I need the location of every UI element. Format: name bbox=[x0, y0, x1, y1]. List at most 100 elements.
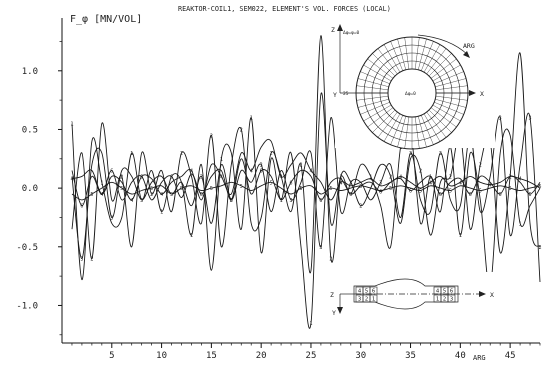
series-marker-5: 5 bbox=[299, 186, 302, 192]
coil-segment bbox=[423, 44, 441, 73]
series-marker-2: 2 bbox=[329, 257, 332, 263]
coil-segment bbox=[360, 71, 390, 85]
inset-coil-schematic: Z Y X 4 5 63 2 14 5 61 2 3 bbox=[330, 272, 502, 317]
inset2-y-label: Y bbox=[332, 309, 336, 317]
series-marker-1: 1 bbox=[190, 233, 193, 239]
coil-cell-number: 4 bbox=[358, 289, 362, 295]
series-marker-2: 2 bbox=[389, 174, 392, 180]
coil-segment bbox=[435, 78, 467, 87]
coil-segment bbox=[420, 115, 434, 145]
coil-segment bbox=[428, 109, 452, 133]
series-line-4 bbox=[71, 138, 541, 201]
inset2-x-arrow bbox=[479, 291, 486, 297]
coil-segment bbox=[363, 104, 392, 122]
series-marker-2: 2 bbox=[299, 163, 302, 169]
series-marker-2: 2 bbox=[240, 127, 243, 133]
coil-cell-number: 5 bbox=[365, 289, 368, 295]
series-marker-4: 4 bbox=[280, 174, 283, 180]
series-marker-2: 2 bbox=[359, 204, 362, 210]
x-tick-label: 45 bbox=[505, 351, 516, 361]
series-marker-3: 3 bbox=[349, 180, 352, 186]
series-marker-4: 4 bbox=[190, 169, 193, 175]
series-marker-2: 2 bbox=[180, 151, 183, 157]
coil-segment bbox=[377, 48, 398, 75]
series-marker-2: 2 bbox=[479, 163, 482, 169]
series-marker-5: 5 bbox=[180, 186, 183, 192]
coil-outline bbox=[353, 278, 459, 310]
series-marker-5: 5 bbox=[419, 188, 422, 194]
inset2-y-arrow bbox=[337, 307, 343, 314]
series-marker-1: 1 bbox=[130, 151, 133, 157]
inset-cross-section: Z Y Δφ=φ=0 X 25 Δφ=0 ARG bbox=[331, 18, 495, 150]
series-marker-1: 1 bbox=[160, 210, 163, 216]
coil-cell bbox=[447, 286, 456, 295]
series-marker-5: 5 bbox=[240, 184, 243, 190]
coil-segment bbox=[372, 109, 396, 133]
series-marker-4: 4 bbox=[160, 192, 163, 198]
coil-segment bbox=[434, 71, 464, 85]
series-marker-4: 4 bbox=[339, 180, 342, 186]
series-marker-3: 3 bbox=[140, 198, 143, 204]
y-tick-label: 0.5 bbox=[22, 125, 38, 135]
coil-cell bbox=[369, 294, 378, 303]
inset-left-number: 25 bbox=[343, 91, 349, 97]
series-marker-2: 2 bbox=[270, 151, 273, 157]
series-marker-4: 4 bbox=[369, 177, 372, 183]
coil-segment bbox=[383, 44, 401, 73]
series-marker-3: 3 bbox=[439, 151, 442, 157]
x-tick-label: 25 bbox=[306, 351, 317, 361]
coil-segment bbox=[397, 116, 406, 148]
chart-title: REAKTOR-COIL1, SEM022, ELEMENT'S VOL. FO… bbox=[178, 5, 391, 13]
coil-segment bbox=[426, 111, 447, 138]
x-tick-label: 30 bbox=[355, 351, 366, 361]
series-marker-4: 4 bbox=[459, 180, 462, 186]
coil-segment bbox=[435, 95, 468, 101]
series-marker-3: 3 bbox=[499, 116, 502, 122]
inset2-z-label: Z bbox=[330, 291, 334, 299]
series-marker-6: 6 bbox=[170, 174, 173, 180]
coil-segment bbox=[367, 58, 394, 79]
series-marker-4: 4 bbox=[489, 183, 492, 189]
series-line-6 bbox=[71, 158, 541, 207]
series-marker-2: 2 bbox=[538, 245, 541, 251]
series-marker-6: 6 bbox=[349, 192, 352, 198]
series-marker-2: 2 bbox=[449, 174, 452, 180]
coil-segment bbox=[367, 107, 394, 128]
series-marker-1: 1 bbox=[280, 198, 283, 204]
coil-cell-number: 1 bbox=[436, 297, 439, 303]
coil-cell-number: 3 bbox=[450, 297, 453, 303]
y-tick-label: -1.0 bbox=[16, 301, 38, 311]
series-marker-2: 2 bbox=[509, 174, 512, 180]
coil-segment bbox=[372, 53, 396, 77]
series-marker-3: 3 bbox=[110, 215, 113, 221]
x-tick-label: 5 bbox=[109, 351, 114, 361]
coil-segment bbox=[357, 99, 389, 108]
series-marker-6: 6 bbox=[529, 192, 532, 198]
inset-x-label: X bbox=[480, 90, 484, 98]
coil-segment bbox=[432, 64, 461, 82]
series-marker-5: 5 bbox=[538, 184, 541, 190]
tick-labels: 5 10 15 20 25 30 35 40 451.00.50.0-0.5-1.0 bbox=[16, 67, 515, 361]
series-marker-6: 6 bbox=[409, 188, 412, 194]
series-marker-1: 1 bbox=[70, 122, 73, 128]
coil-cell-number: 2 bbox=[443, 297, 446, 303]
series-marker-5: 5 bbox=[509, 186, 512, 192]
inset-center-label: Δφ=0 bbox=[405, 91, 416, 97]
inset-annotation: Δφ=φ=0 bbox=[343, 30, 360, 36]
series-marker-4: 4 bbox=[399, 174, 402, 180]
y-tick-label: 1.0 bbox=[22, 67, 38, 77]
coil-rings bbox=[355, 36, 469, 150]
inset2-x-label: X bbox=[490, 291, 494, 299]
series-marker-5: 5 bbox=[479, 188, 482, 194]
series-marker-4: 4 bbox=[220, 174, 223, 180]
coil-segment bbox=[390, 115, 404, 145]
series-marker-3: 3 bbox=[200, 174, 203, 180]
series-marker-6: 6 bbox=[469, 192, 472, 198]
coil-cell-number: 1 bbox=[372, 297, 375, 303]
coil-cell bbox=[447, 294, 456, 303]
series-marker-6: 6 bbox=[499, 192, 502, 198]
series-marker-1: 1 bbox=[220, 157, 223, 163]
series-marker-1: 1 bbox=[100, 180, 103, 186]
series-marker-6: 6 bbox=[140, 174, 143, 180]
series-marker-1: 1 bbox=[250, 116, 253, 122]
